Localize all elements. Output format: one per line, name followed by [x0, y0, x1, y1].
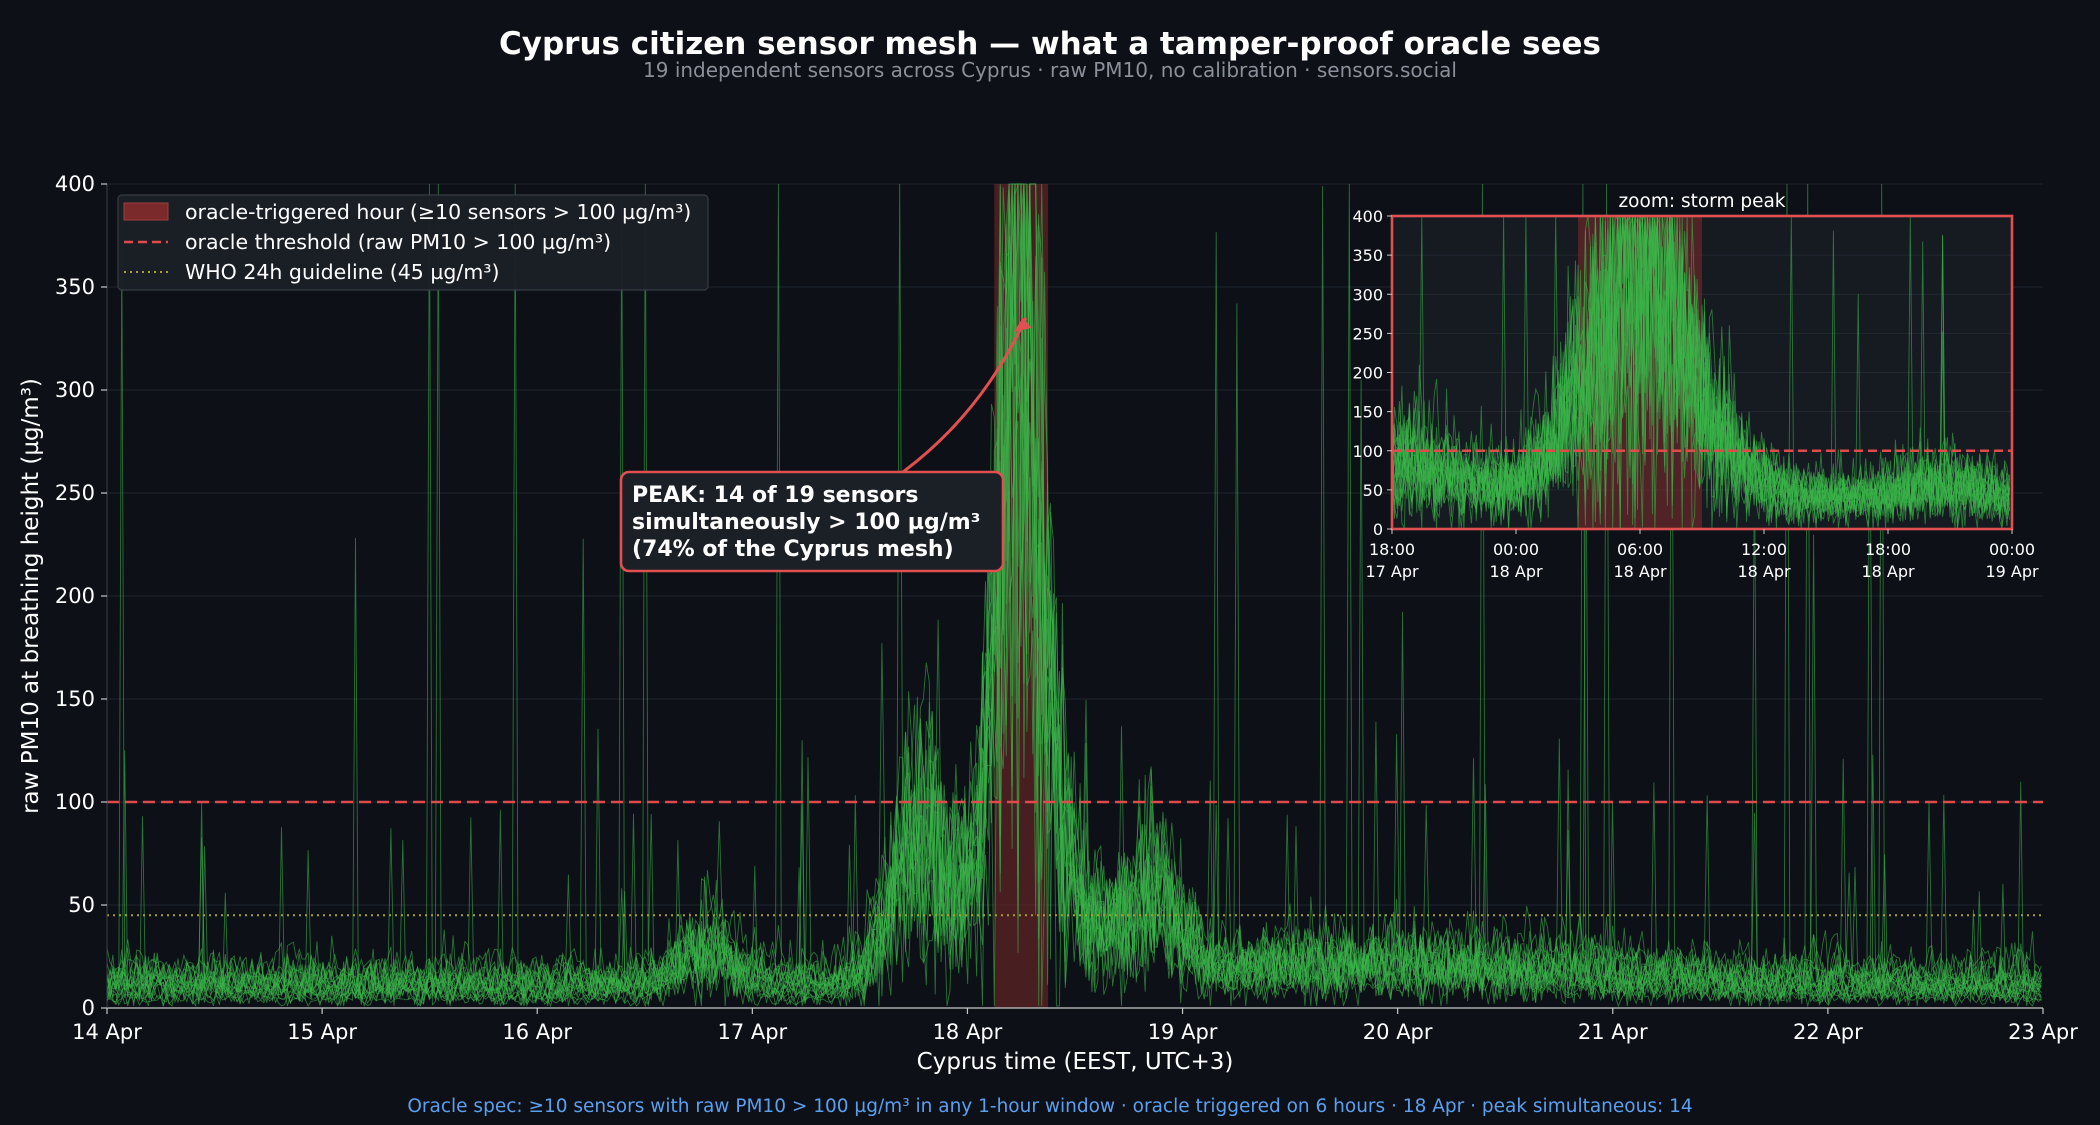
- x-axis-label: Cyprus time (EEST, UTC+3): [917, 1049, 1234, 1075]
- legend-swatch-band: [123, 202, 169, 221]
- annotation-text-line: simultaneously > 100 µg/m³: [632, 510, 980, 535]
- y-tick-label: 100: [55, 790, 95, 814]
- main-plot: 0 50 100 150 200 250 300 350 400 14 Apr 15 Apr 16 A…: [18, 172, 2078, 1075]
- inset-y-tick-label: 200: [1352, 364, 1383, 383]
- sensor-line: [106, 183, 2042, 1006]
- inset-x-tick-time: 12:00: [1741, 540, 1787, 559]
- x-tick-label: 22 Apr: [1793, 1020, 1863, 1044]
- y-tick-label: 400: [55, 172, 95, 196]
- y-tick-label: 250: [55, 481, 95, 505]
- inset-x-tick-date: 18 Apr: [1613, 562, 1667, 581]
- legend-box: [117, 194, 709, 291]
- inset-x-tick-time: 00:00: [1989, 540, 2035, 559]
- x-tick-label: 19 Apr: [1148, 1020, 1218, 1044]
- inset-y-tick-label: 400: [1352, 207, 1383, 226]
- y-tick-label: 350: [55, 275, 95, 299]
- inset-y-tick-label: 150: [1352, 403, 1383, 422]
- y-tick-label: 50: [68, 893, 95, 917]
- y-tick-label: 200: [55, 584, 95, 608]
- sensor-line: [106, 183, 2042, 1007]
- sensor-line: [106, 325, 2042, 1007]
- chart-subtitle: 19 independent sensors across Cyprus · r…: [643, 58, 1457, 82]
- oracle-spec-footer: Oracle spec: ≥10 sensors with raw PM10 >…: [407, 1096, 1693, 1117]
- inset-sensor-line: [1391, 214, 2010, 529]
- inset-x-tick-date: 19 Apr: [1985, 562, 2039, 581]
- x-tick-label: 16 Apr: [502, 1020, 572, 1044]
- y-tick-label: 150: [55, 687, 95, 711]
- inset-y-tick-label: 250: [1352, 324, 1383, 343]
- legend-label-who: WHO 24h guideline (45 µg/m³): [185, 260, 500, 284]
- legend-label-band: oracle-triggered hour (≥10 sensors > 100…: [185, 200, 691, 224]
- sensor-line: [106, 183, 2042, 1008]
- annotation-text-line: PEAK: 14 of 19 sensors: [632, 483, 918, 508]
- inset-x-tick-time: 06:00: [1617, 540, 1663, 559]
- y-tick-label: 0: [82, 996, 95, 1020]
- x-tick-label: 15 Apr: [287, 1020, 357, 1044]
- sensor-line: [106, 183, 2042, 1006]
- inset-y-tick-label: 100: [1352, 442, 1383, 461]
- x-tick-label: 21 Apr: [1578, 1020, 1648, 1044]
- x-tick-label: 18 Apr: [933, 1020, 1003, 1044]
- annotation-box: [619, 470, 1005, 573]
- inset-y-tick-label: 350: [1352, 246, 1383, 265]
- annotation-arrow: [902, 317, 1028, 474]
- x-tick-label: 14 Apr: [72, 1020, 142, 1044]
- x-tick-label: 17 Apr: [717, 1020, 787, 1044]
- inset-x-tick-time: 18:00: [1369, 540, 1415, 559]
- inset-x-tick-date: 18 Apr: [1737, 562, 1791, 581]
- x-tick-label: 20 Apr: [1363, 1020, 1433, 1044]
- inset-y-tick-label: 0: [1373, 520, 1383, 539]
- inset-sensor-line: [1391, 215, 2010, 529]
- inset-series-group: [1391, 214, 2010, 529]
- chart-title: Cyprus citizen sensor mesh — what a tamp…: [499, 26, 1601, 62]
- inset-x-tick-time: 18:00: [1865, 540, 1911, 559]
- inset-plot: zoom: storm peak 0 50 100 150 200 250 300 350 400…: [1352, 191, 2039, 581]
- annotation-arrowhead: [1013, 317, 1032, 332]
- inset-x-tick-date: 18 Apr: [1489, 562, 1543, 581]
- inset-title: zoom: storm peak: [1618, 191, 1785, 212]
- inset-x-tick-date: 18 Apr: [1861, 562, 1915, 581]
- x-tick-label: 23 Apr: [2008, 1020, 2078, 1044]
- inset-x-tick-time: 00:00: [1493, 540, 1539, 559]
- y-tick-label: 300: [55, 378, 95, 402]
- inset-y-tick-label: 300: [1352, 285, 1383, 304]
- y-axis-label: raw PM10 at breathing height (µg/m³): [18, 378, 44, 814]
- inset-x-tick-date: 17 Apr: [1365, 562, 1419, 581]
- annotation-text-line: (74% of the Cyprus mesh): [632, 537, 954, 562]
- sensor-series-group: [106, 183, 2042, 1008]
- legend: oracle-triggered hour (≥10 sensors > 100…: [117, 194, 709, 291]
- legend-label-threshold: oracle threshold (raw PM10 > 100 µg/m³): [185, 230, 611, 254]
- inset-y-tick-label: 50: [1363, 481, 1383, 500]
- sensor-line: [106, 183, 2042, 1008]
